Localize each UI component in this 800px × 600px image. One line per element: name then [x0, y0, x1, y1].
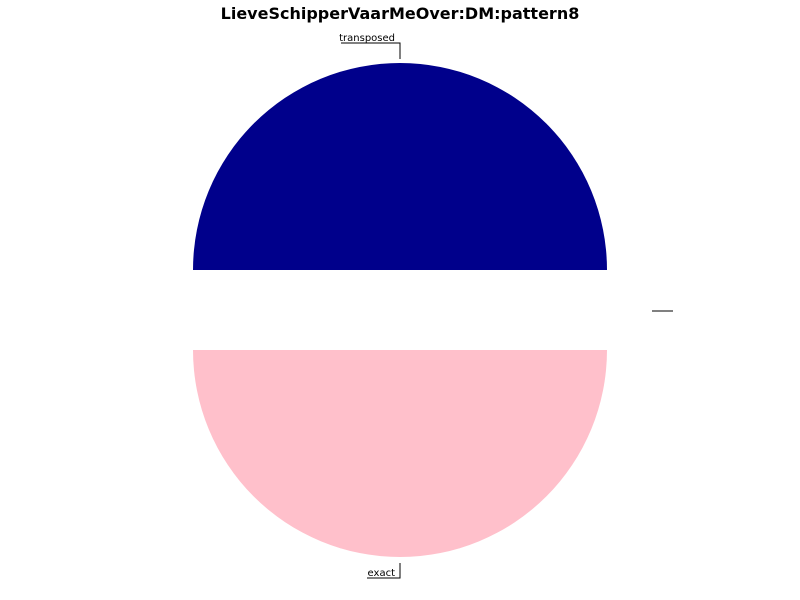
pie-slice-exact	[193, 350, 607, 557]
slice-label-transposed: transposed	[339, 33, 395, 44]
label-leader-exact	[367, 563, 401, 579]
label-leader-transposed	[341, 42, 401, 59]
pie-slice-transposed	[193, 63, 607, 270]
slice-label-exact: exact	[368, 568, 396, 579]
chart-title: LieveSchipperVaarMeOver:DM:pattern8	[221, 4, 580, 23]
